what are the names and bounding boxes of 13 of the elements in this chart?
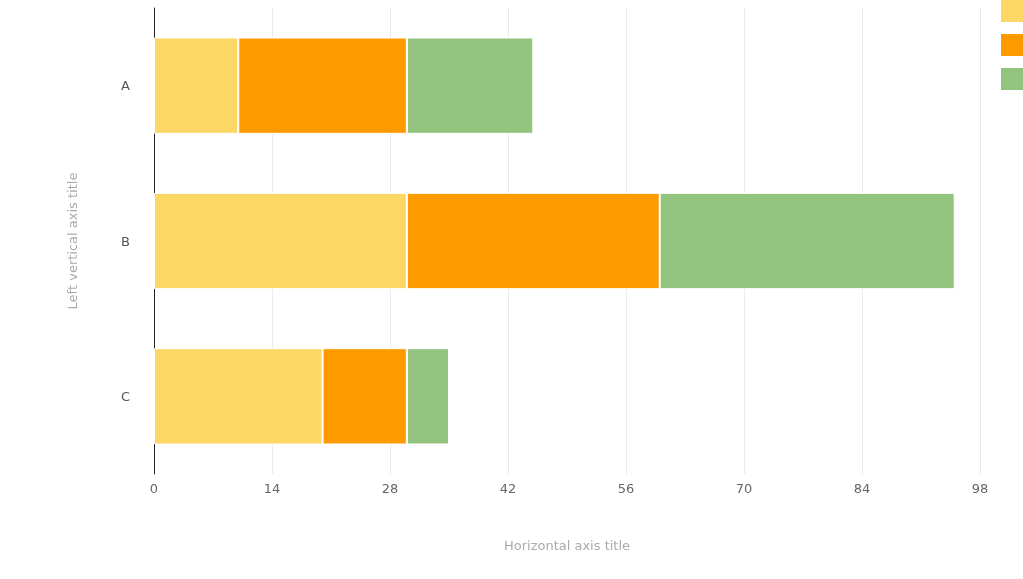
x-tick-label: 0 xyxy=(149,481,159,496)
x-tick-label: 70 xyxy=(735,481,753,496)
x-tick-label: 28 xyxy=(381,481,399,496)
x-tick-label: 98 xyxy=(971,481,989,496)
y-axis-title: Left vertical axis title xyxy=(65,172,80,310)
y-tick-label: C xyxy=(120,388,130,404)
x-tick-label: 42 xyxy=(499,481,517,496)
y-tick-label: A xyxy=(121,78,131,94)
x-axis-title: Horizontal axis title xyxy=(503,538,631,553)
y-tick-label: B xyxy=(121,233,130,249)
x-tick-label: 56 xyxy=(617,481,635,496)
x-tick-label: 14 xyxy=(263,481,281,496)
x-tick-label: 84 xyxy=(853,481,871,496)
